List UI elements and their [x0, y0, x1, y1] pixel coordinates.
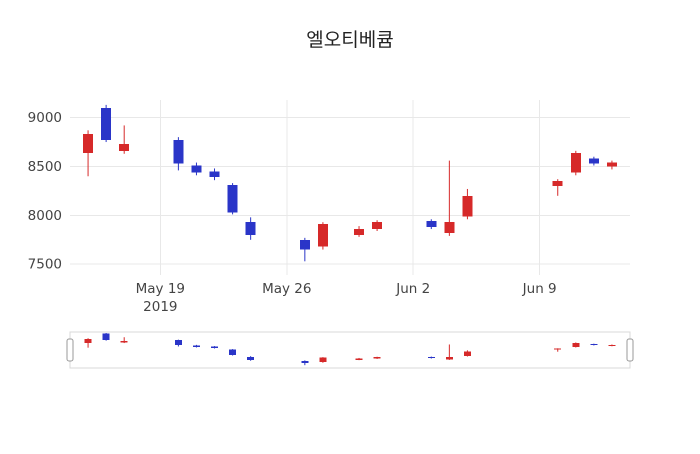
y-tick-label: 9000 — [28, 110, 62, 126]
y-tick-label: 8000 — [28, 208, 62, 224]
rangeslider-candle — [463, 350, 471, 357]
candle-body — [119, 143, 130, 151]
candle[interactable] — [119, 125, 130, 154]
rangeslider-candle — [355, 357, 363, 361]
candle-body — [606, 162, 617, 167]
candle[interactable] — [245, 217, 256, 240]
candle[interactable] — [588, 156, 599, 166]
rangeslider[interactable] — [66, 331, 634, 369]
candle-body — [209, 171, 220, 178]
rangeslider-candle — [608, 344, 616, 347]
candle-body — [101, 107, 112, 141]
candle[interactable] — [444, 160, 455, 236]
candle-body — [83, 134, 94, 153]
candle[interactable] — [426, 219, 437, 230]
candle[interactable] — [173, 137, 184, 171]
rangeslider-candle — [590, 343, 598, 346]
rangeslider-candle — [319, 357, 327, 363]
candle[interactable] — [83, 130, 94, 177]
candle-body — [570, 152, 581, 173]
candle[interactable] — [191, 162, 202, 176]
rangeslider-candle — [211, 346, 219, 349]
candle[interactable] — [209, 168, 220, 181]
gridlines — [70, 100, 630, 275]
candle[interactable] — [462, 188, 473, 220]
rangeslider-candle — [174, 339, 182, 347]
candle[interactable] — [101, 104, 112, 143]
x-tick-label: Jun 2 — [395, 281, 430, 297]
rangeslider-candle — [301, 360, 309, 366]
rangeslider-left-handle[interactable] — [66, 338, 74, 362]
candle-body — [462, 195, 473, 217]
x-tick-label: May 26 — [262, 281, 311, 297]
rangeslider-candle — [445, 344, 453, 360]
rangeslider-candle — [102, 333, 110, 341]
candle-body — [354, 229, 365, 235]
candle[interactable] — [227, 183, 238, 215]
chart-title: 엘오티베큠 — [306, 29, 393, 51]
y-tick-label: 8500 — [28, 159, 62, 175]
candle-body — [317, 224, 328, 247]
x-tick-sublabel: 2019 — [143, 299, 177, 315]
rangeslider-candle — [554, 348, 562, 352]
candle-body — [227, 185, 238, 213]
candles-layer — [83, 104, 617, 262]
candle[interactable] — [317, 222, 328, 250]
candle-body — [299, 239, 310, 250]
candle-body — [444, 222, 455, 233]
candle-body — [372, 222, 383, 230]
x-tick-label: May 19 — [136, 281, 185, 297]
y-tick-label: 7500 — [28, 257, 62, 273]
candle[interactable] — [354, 226, 365, 237]
rangeslider-frame[interactable] — [69, 331, 631, 369]
candle[interactable] — [606, 160, 617, 170]
rangeslider-candle — [247, 356, 255, 361]
rangeslider-candle — [572, 342, 580, 348]
x-tick-label: Jun 9 — [522, 281, 557, 297]
candle[interactable] — [570, 150, 581, 176]
rangeslider-candle — [427, 356, 435, 359]
candle-body — [426, 221, 437, 228]
candle[interactable] — [372, 220, 383, 232]
candle[interactable] — [299, 237, 310, 262]
rangeslider-right-handle[interactable] — [626, 338, 634, 362]
candle-body — [191, 165, 202, 173]
candle-body — [552, 181, 563, 187]
rangeslider-candle — [229, 349, 237, 356]
rangeslider-candle — [120, 337, 128, 344]
candle-body — [588, 158, 599, 164]
candle[interactable] — [552, 179, 563, 196]
rangeslider-candle — [192, 344, 200, 348]
rangeslider-candle — [373, 356, 381, 359]
rangeslider-candle — [84, 338, 92, 348]
candle-body — [245, 222, 256, 235]
candle-body — [173, 140, 184, 164]
axis-labels: 9000 8500 8000 7500 May 19 2019 May 26 Jun 2 Jun… — [28, 110, 557, 315]
